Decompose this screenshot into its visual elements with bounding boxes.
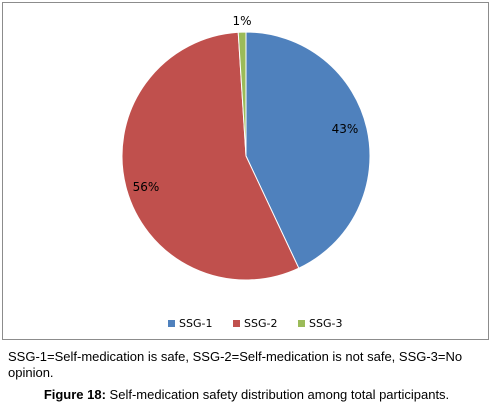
pie-chart: 43% 56% 1% SSG-1 SSG-2 SSG-3 [121, 14, 371, 330]
figure-caption-text: Self-medication safety distribution amon… [105, 387, 450, 402]
figure-caption: Figure 18: Self-medication safety distri… [0, 387, 493, 402]
data-label-ssg-1: 43% [332, 122, 359, 136]
chart-note: SSG-1=Self-medication is safe, SSG-2=Sel… [8, 349, 463, 380]
legend-swatch-ssg-1 [168, 320, 175, 327]
pie-slice-ssg-1 [245, 31, 371, 269]
data-label-ssg-2: 56% [133, 180, 160, 194]
legend-entry-ssg-1: SSG-1 [179, 317, 212, 330]
legend-swatch-ssg-2 [233, 320, 240, 327]
pie-slice-ssg-3 [237, 31, 247, 157]
legend-swatch-ssg-3 [298, 320, 305, 327]
pie-slice-ssg-2 [121, 31, 300, 281]
legend-entry-ssg-3: SSG-3 [309, 317, 342, 330]
legend-entry-ssg-2: SSG-2 [244, 317, 277, 330]
figure-caption-label: Figure 18: [43, 387, 106, 402]
data-label-ssg-3: 1% [232, 14, 251, 28]
